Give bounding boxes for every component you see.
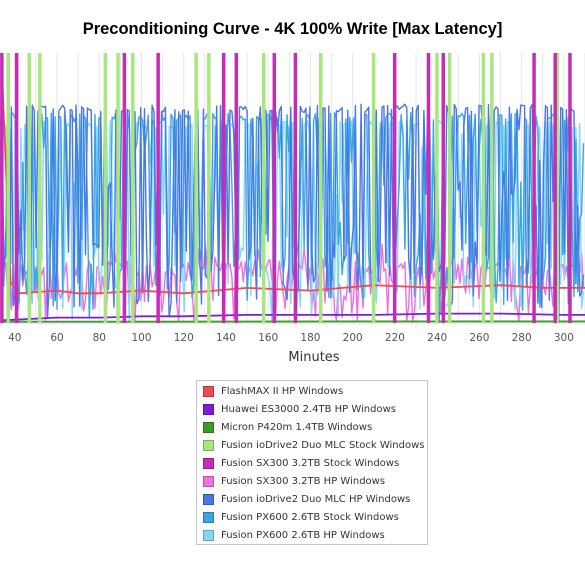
legend-item[interactable]: Huawei ES3000 2.4TB HP Windows [197, 400, 427, 418]
legend-swatch [203, 403, 214, 415]
x-tick-label: 300 [554, 332, 574, 344]
series-point [392, 53, 397, 323]
x-tick-label: 280 [512, 332, 532, 344]
series-point [6, 53, 10, 323]
series-point [435, 53, 439, 323]
series-point [0, 53, 4, 323]
series-point [371, 53, 376, 323]
legend-item[interactable]: Micron P420m 1.4TB Windows [197, 418, 427, 436]
series-point [131, 53, 135, 323]
x-tick-label: 160 [258, 332, 278, 344]
x-tick-label: 260 [469, 332, 489, 344]
legend-item[interactable]: Fusion PX600 2.6TB Stock Windows [197, 508, 427, 526]
legend-swatch [203, 385, 214, 397]
series-6 [0, 103, 585, 323]
legend-swatch [203, 529, 214, 541]
legend-item[interactable]: Fusion PX600 2.6TB HP Windows [197, 526, 427, 544]
legend-item[interactable]: Fusion ioDrive2 Duo MLC Stock Windows [197, 436, 427, 454]
x-tick-label: 100 [131, 332, 151, 344]
series-point [532, 53, 536, 323]
legend-item[interactable]: FlashMAX II HP Windows [197, 382, 427, 400]
series-point [555, 53, 560, 323]
legend-label: Micron P420m 1.4TB Windows [221, 421, 373, 433]
series-point [441, 53, 446, 323]
series-point [426, 53, 431, 323]
series-point [156, 53, 160, 323]
series-line [0, 103, 585, 323]
series-point [272, 53, 277, 323]
series-point [490, 53, 494, 323]
series-point [319, 53, 323, 323]
legend-item[interactable]: Fusion SX300 3.2TB Stock Windows [197, 454, 427, 472]
legend-label: Fusion PX600 2.6TB Stock Windows [221, 511, 399, 523]
legend-label: Huawei ES3000 2.4TB HP Windows [221, 403, 396, 415]
series-line [1, 74, 585, 295]
legend-swatch [203, 493, 214, 505]
legend-swatch [203, 457, 214, 469]
series-point [207, 53, 211, 323]
series-layer [0, 53, 585, 324]
legend-swatch [203, 475, 214, 487]
series-point [261, 53, 266, 323]
legend-label: Fusion ioDrive2 Duo MLC Stock Windows [221, 439, 425, 451]
series-1 [2, 312, 585, 322]
series-3 [6, 53, 560, 323]
series-point [27, 53, 32, 323]
x-tick-label: 140 [216, 332, 236, 344]
series-point [116, 53, 120, 323]
legend-label: Fusion SX300 3.2TB HP Windows [221, 475, 386, 487]
legend: FlashMAX II HP Windows Huawei ES3000 2.4T… [196, 380, 428, 545]
series-point [38, 53, 42, 323]
chart-title: Preconditioning Curve - 4K 100% Write [M… [82, 20, 503, 38]
series-4 [0, 53, 572, 323]
series-point [293, 53, 298, 323]
x-axis-label: Minutes [288, 350, 340, 365]
x-tick-label: 120 [174, 332, 194, 344]
x-tick-label: 180 [300, 332, 320, 344]
series-point [481, 53, 486, 323]
series-point [103, 53, 108, 323]
legend-swatch [203, 511, 214, 523]
x-tick-label: 60 [50, 332, 63, 344]
series-point [14, 53, 19, 323]
series-point [553, 53, 557, 323]
series-point [194, 53, 198, 323]
series-point [234, 53, 239, 323]
series-0 [1, 74, 585, 295]
x-tick-label: 220 [385, 332, 405, 344]
legend-item[interactable]: Fusion ioDrive2 Duo MLC HP Windows [197, 490, 427, 508]
legend-swatch [203, 439, 214, 451]
legend-label: FlashMAX II HP Windows [221, 385, 344, 397]
series-point [568, 53, 572, 323]
series-point [221, 53, 226, 323]
x-tick-label: 240 [427, 332, 447, 344]
x-tick-label: 40 [8, 332, 21, 344]
legend-item[interactable]: Fusion SX300 3.2TB HP Windows [197, 472, 427, 490]
legend-label: Fusion PX600 2.6TB HP Windows [221, 529, 385, 541]
legend-label: Fusion ioDrive2 Duo MLC HP Windows [221, 493, 411, 505]
x-tick-label: 80 [93, 332, 106, 344]
x-tick-label: 200 [343, 332, 363, 344]
series-point [122, 53, 127, 323]
legend-swatch [203, 421, 214, 433]
series-line [2, 312, 585, 322]
series-point [447, 53, 452, 323]
x-tick-labels: 40 60 80 100 120 140 160 180 200 220 240 260 280 300 [8, 332, 574, 344]
legend-label: Fusion SX300 3.2TB Stock Windows [221, 457, 400, 469]
